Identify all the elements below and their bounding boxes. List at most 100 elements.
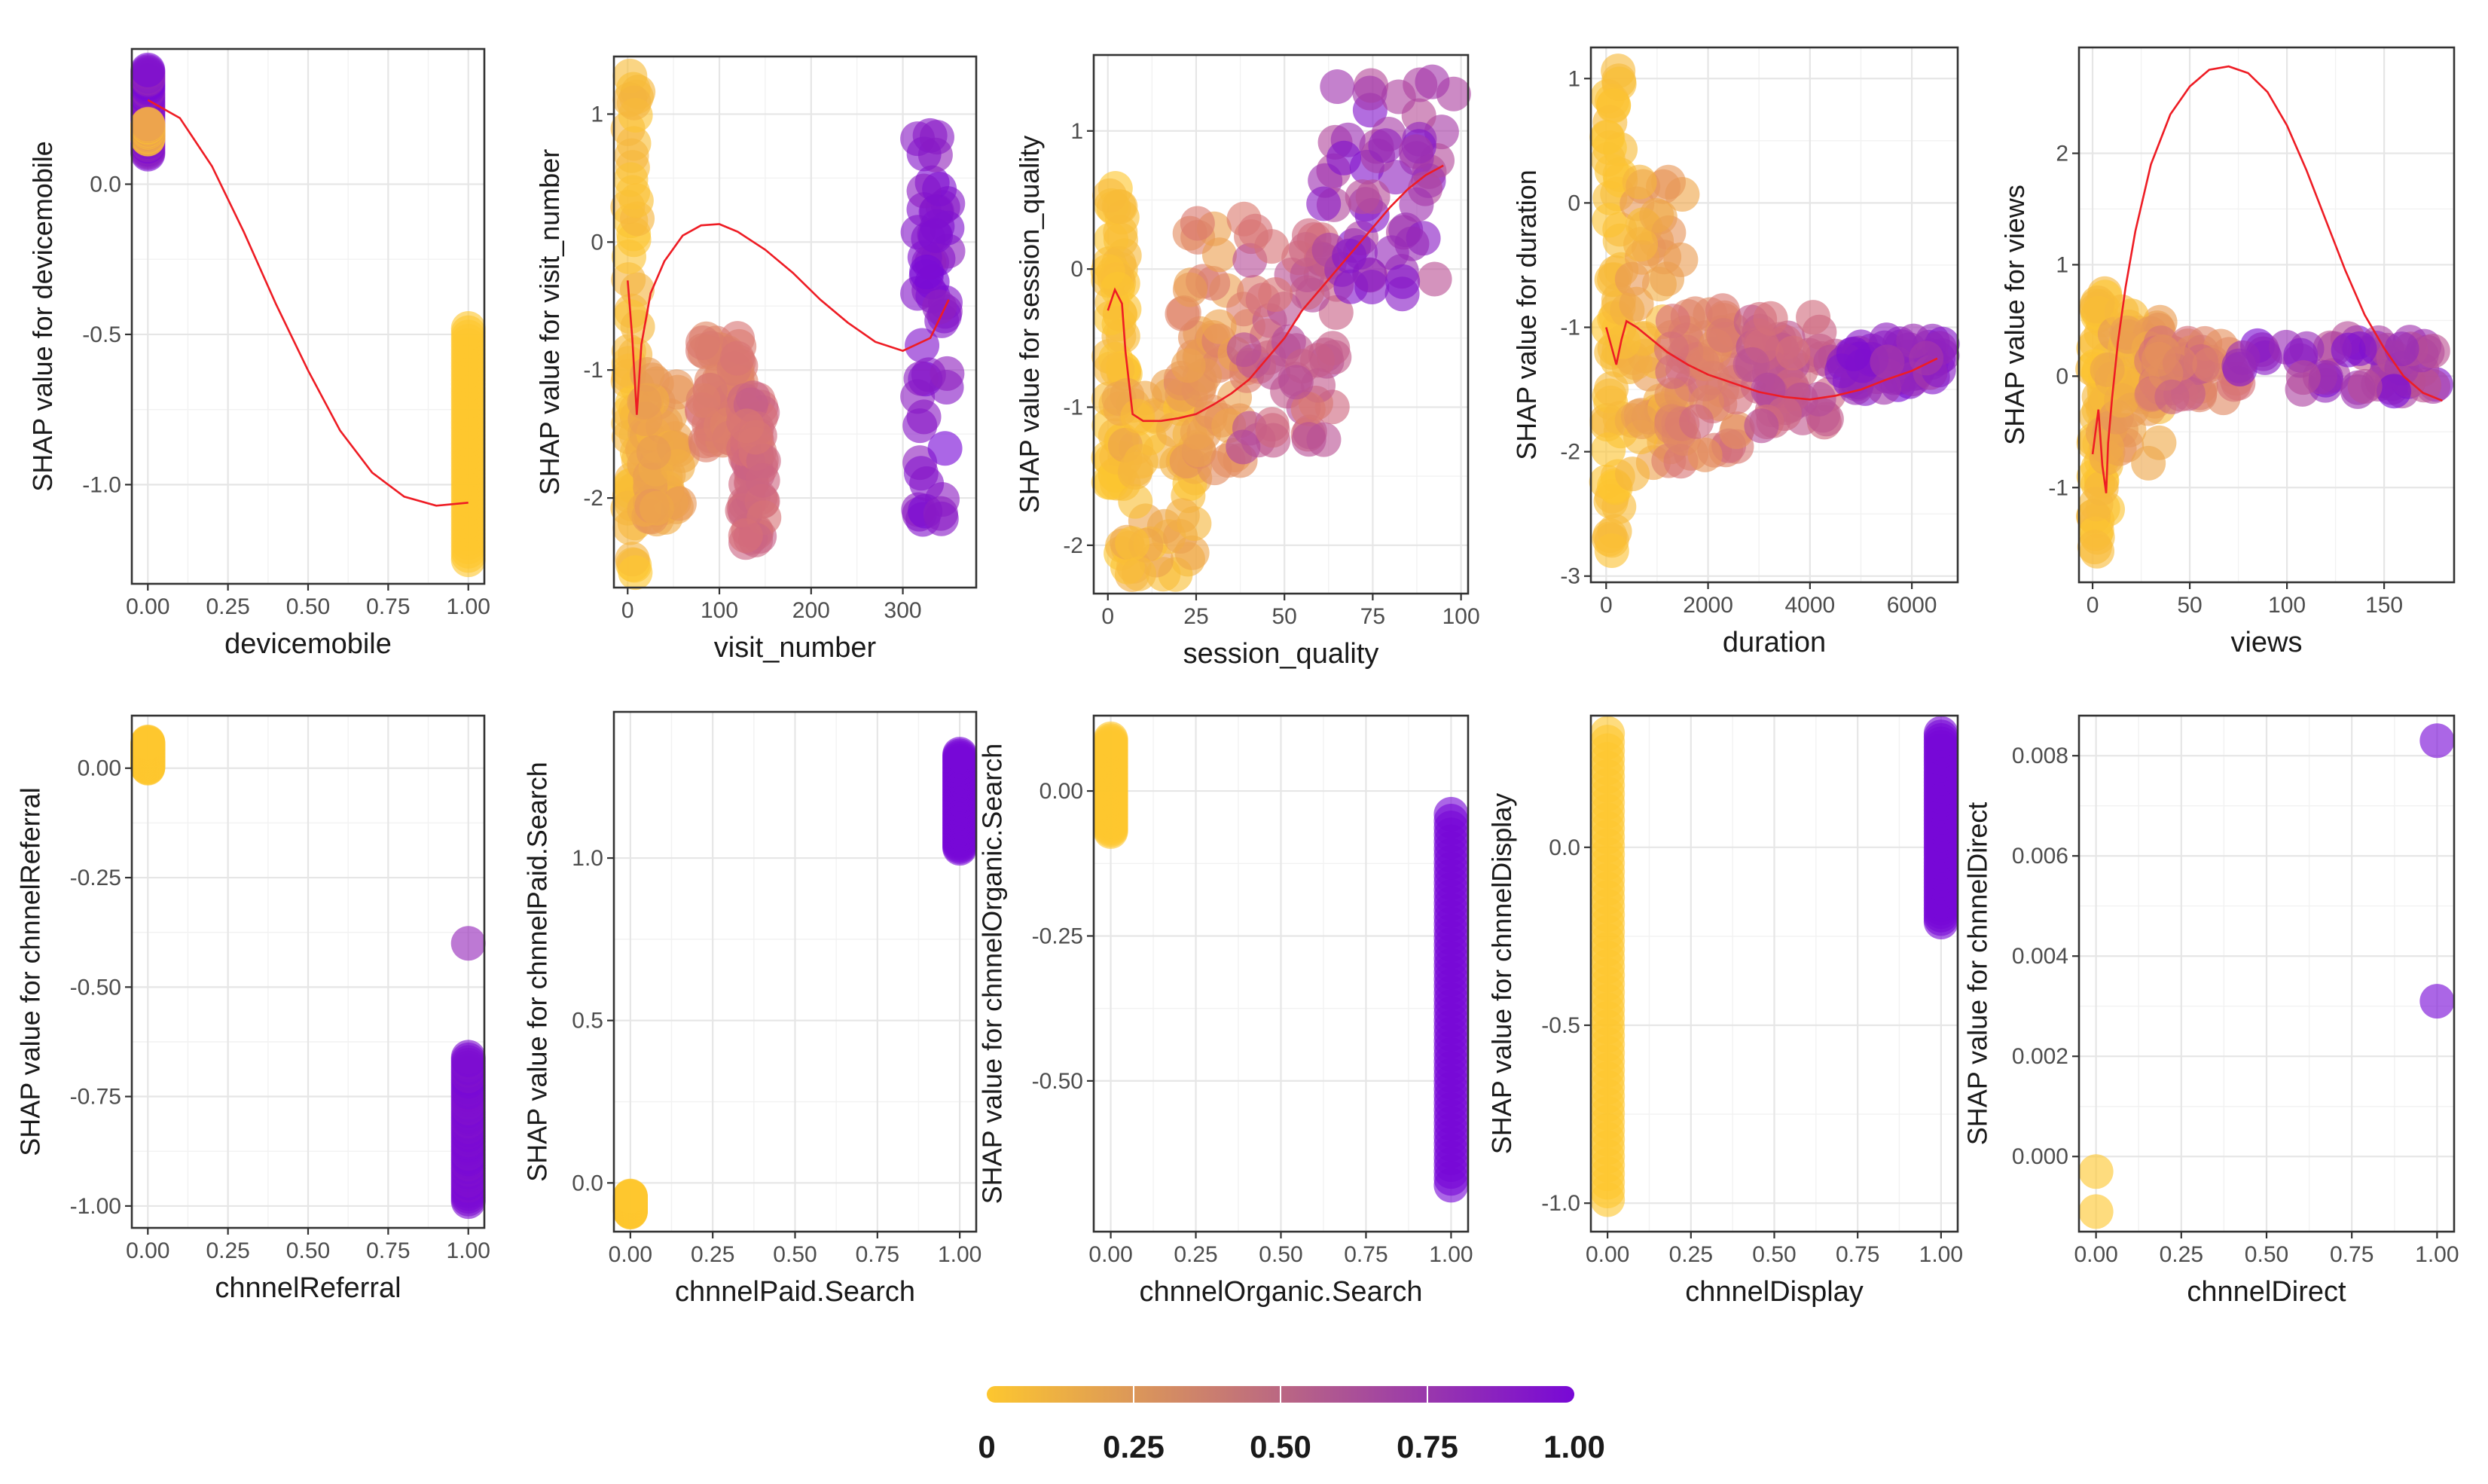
data-point <box>1775 335 1811 371</box>
x-tick-label: 1.00 <box>2415 1242 2459 1267</box>
y-tick-label: -0.25 <box>1032 924 1083 948</box>
data-point <box>618 555 653 591</box>
x-tick-label: 0 <box>1101 604 1114 629</box>
x-tick-label: 300 <box>884 598 922 623</box>
x-tick-label: 0.25 <box>2160 1242 2203 1267</box>
panel-chnnelPaid.Search: 0.00 0.25 0.50 0.75 1.00 0.0 0.5 1.0 chnnelPaid.… <box>522 710 981 1308</box>
data-point <box>1201 237 1237 273</box>
x-axis-title: duration <box>1723 627 1826 658</box>
data-point <box>1238 213 1273 249</box>
data-point <box>1291 422 1326 457</box>
data-point <box>1590 120 1626 155</box>
x-tick-label: 0.75 <box>366 1238 410 1263</box>
plot-frame <box>1092 53 1470 595</box>
y-axis-title: SHAP value for chnnelDisplay <box>1486 793 1517 1155</box>
dependence-plot-grid: 0.00 0.25 0.50 0.75 1.00-1.0-0.50.0devicemob… <box>15 46 2459 1308</box>
x-tick-label: 2000 <box>1683 593 1733 618</box>
data-point <box>620 309 655 344</box>
y-tick-label: 1 <box>1568 66 1580 91</box>
data-point <box>1345 179 1380 215</box>
data-point <box>1870 344 1905 380</box>
panel-duration: 0 2000 4000 6000 -3 -2 -1 0 1 duration SHAP value … <box>1511 46 1960 658</box>
y-tick-label: 0.0 <box>572 1171 603 1195</box>
y-axis-title: SHAP value for chnnelOrganic.Search <box>977 744 1008 1205</box>
data-point <box>2419 984 2455 1019</box>
x-tick-label: 6000 <box>1887 593 1937 618</box>
data-point <box>1352 75 1387 111</box>
y-tick-label: -2 <box>1063 533 1083 558</box>
data-point <box>627 384 662 420</box>
y-tick-label: -2 <box>583 486 603 511</box>
data-point <box>1594 533 1629 568</box>
y-tick-label: 0 <box>2056 364 2068 389</box>
data-point <box>1171 348 1206 383</box>
data-point <box>1592 203 1627 238</box>
data-point <box>612 58 648 93</box>
data-point <box>930 356 965 391</box>
x-tick-label: 0.00 <box>126 594 169 619</box>
data-point <box>2131 445 2166 481</box>
data-point <box>927 431 963 466</box>
y-tick-label: 0 <box>591 230 603 255</box>
y-tick-label: -0.50 <box>70 975 121 1000</box>
y-tick-label: 1 <box>1070 119 1083 144</box>
data-point <box>1679 404 1714 439</box>
y-tick-label: 1 <box>2056 252 2068 277</box>
data-point <box>1639 198 1674 234</box>
data-point <box>1415 64 1450 99</box>
data-point <box>909 466 945 501</box>
data-point <box>909 255 945 290</box>
data-point <box>2084 471 2119 506</box>
x-axis-title: devicemobile <box>224 628 392 660</box>
data-point <box>902 408 938 444</box>
data-point <box>1101 189 1137 224</box>
trend-line <box>1107 164 1444 423</box>
y-axis-title: SHAP value for views <box>1999 185 2030 444</box>
data-point <box>2347 368 2383 404</box>
data-point <box>2078 1194 2114 1229</box>
data-point <box>1320 69 1355 105</box>
x-tick-label: 100 <box>1442 604 1480 629</box>
x-tick-label: 75 <box>1360 604 1385 629</box>
data-point <box>1115 526 1150 561</box>
x-tick-label: 0.25 <box>206 594 249 619</box>
y-tick-label: -2 <box>1560 440 1580 465</box>
data-point <box>729 408 765 444</box>
data-point <box>2377 374 2412 409</box>
data-point <box>942 737 978 772</box>
panel-visit_number: 0 100 200 300 -2 -1 0 1 visit_number SHAP value f… <box>534 55 978 664</box>
y-tick-label: 0.008 <box>2012 744 2068 768</box>
data-point <box>613 162 649 197</box>
data-point <box>633 463 668 498</box>
data-point <box>1615 456 1650 492</box>
x-tick-label: 0.50 <box>2245 1242 2288 1267</box>
trend-line <box>627 223 950 415</box>
x-tick-label: 0.00 <box>126 1238 169 1263</box>
data-point <box>1663 242 1699 277</box>
data-point <box>1653 331 1689 367</box>
x-tick-label: 100 <box>2268 593 2306 618</box>
data-point <box>1417 261 1452 297</box>
x-tick-label: 200 <box>792 598 830 623</box>
y-tick-label: 0.5 <box>572 1009 603 1034</box>
y-tick-label: -3 <box>1560 564 1580 589</box>
x-tick-label: 0.75 <box>2330 1242 2374 1267</box>
data-point <box>636 435 671 470</box>
data-point <box>1685 346 1720 381</box>
data-point <box>1590 716 1626 751</box>
data-point <box>2192 347 2227 383</box>
x-axis-title: visit_number <box>714 632 877 664</box>
y-axis-title: SHAP value for visit_number <box>534 149 565 496</box>
y-axis-title: SHAP value for duration <box>1511 169 1542 460</box>
data-point <box>450 310 486 346</box>
x-tick-label: 1.00 <box>447 1238 490 1263</box>
y-tick-label: 0 <box>1568 191 1580 215</box>
x-axis-title: chnnelDisplay <box>1685 1276 1864 1308</box>
trend-line <box>1605 319 1938 401</box>
y-tick-label: 2 <box>2056 142 2068 166</box>
data-point <box>1622 164 1657 200</box>
panel-session_quality: 0 25 50 75 100 -2 -1 0 1 session_quality SHAP valu… <box>1014 53 1480 670</box>
data-point <box>1120 398 1155 434</box>
data-point <box>2078 1154 2114 1189</box>
